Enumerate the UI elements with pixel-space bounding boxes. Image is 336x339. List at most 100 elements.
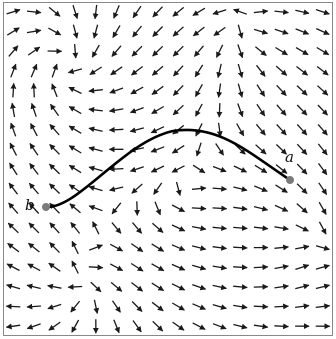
field-arrow xyxy=(171,165,185,173)
field-arrow xyxy=(237,63,244,79)
field-arrow xyxy=(47,303,62,310)
field-arrow xyxy=(152,320,164,332)
field-arrow xyxy=(70,222,81,234)
vector-field-diagram xyxy=(5,4,331,334)
field-arrow xyxy=(275,164,288,174)
field-arrow xyxy=(111,222,122,234)
field-arrow xyxy=(256,84,266,97)
field-arrow xyxy=(296,124,308,136)
field-arrow xyxy=(113,5,120,19)
field-arrow xyxy=(48,27,62,36)
field-arrow xyxy=(172,26,184,37)
field-arrow xyxy=(71,319,80,333)
field-arrow xyxy=(295,9,310,16)
field-arrow xyxy=(150,126,165,134)
field-arrow xyxy=(253,264,269,271)
field-arrow xyxy=(109,263,124,272)
field-arrow xyxy=(274,303,289,310)
field-arrow xyxy=(212,244,228,251)
field-arrow xyxy=(216,63,223,79)
field-arrow xyxy=(151,282,165,292)
field-arrow xyxy=(173,65,184,77)
field-arrow xyxy=(7,242,20,253)
field-arrow xyxy=(256,103,266,117)
field-arrow xyxy=(27,263,41,272)
field-arrow xyxy=(151,301,164,312)
field-arrow xyxy=(192,322,206,330)
field-arrow xyxy=(316,28,330,35)
field-arrow xyxy=(171,263,186,271)
field-arrow xyxy=(26,9,42,15)
field-arrow xyxy=(171,204,186,213)
field-arrow xyxy=(318,201,327,215)
field-arrow xyxy=(151,263,165,272)
field-arrow xyxy=(131,301,143,312)
field-arrow xyxy=(150,165,165,173)
field-arrow xyxy=(295,283,310,290)
field-arrow xyxy=(315,263,330,270)
field-arrow xyxy=(233,303,248,310)
field-arrow xyxy=(233,205,248,212)
endpoint-b-label: b xyxy=(25,196,35,214)
field-arrow xyxy=(274,283,289,290)
field-arrow xyxy=(109,243,124,252)
field-arrow xyxy=(255,64,266,77)
field-arrow xyxy=(30,63,38,78)
field-arrow xyxy=(171,145,185,154)
field-arrow xyxy=(88,87,103,94)
field-arrow xyxy=(233,323,248,330)
field-arrow xyxy=(171,224,186,232)
field-arrow xyxy=(316,65,329,76)
field-arrow xyxy=(111,300,121,313)
field-arrow xyxy=(237,44,244,59)
field-arrow xyxy=(7,222,19,234)
field-arrow xyxy=(151,105,165,115)
path-curve xyxy=(44,128,292,209)
field-arrow xyxy=(91,44,100,58)
field-arrow xyxy=(67,68,83,75)
field-arrow xyxy=(110,281,123,292)
field-arrow xyxy=(9,142,18,156)
field-arrow xyxy=(26,28,42,35)
field-arrow xyxy=(48,262,61,272)
field-arrow xyxy=(92,221,100,235)
field-arrow xyxy=(255,123,266,136)
field-arrow xyxy=(172,104,184,116)
field-arrow xyxy=(254,185,268,193)
field-arrow xyxy=(233,8,248,15)
field-arrow xyxy=(132,25,143,38)
field-arrow xyxy=(192,303,206,310)
field-arrow xyxy=(274,244,289,251)
field-arrow xyxy=(9,162,18,176)
field-arrow xyxy=(175,181,182,196)
field-arrow xyxy=(317,104,328,116)
field-arrow xyxy=(213,26,226,37)
field-arrow xyxy=(253,303,269,310)
field-arrow xyxy=(108,107,124,114)
field-arrow xyxy=(48,6,61,17)
field-arrow xyxy=(172,321,185,331)
field-arrow xyxy=(68,86,82,95)
field-arrow xyxy=(49,242,60,254)
field-arrow xyxy=(254,164,268,174)
field-arrow xyxy=(26,283,41,290)
field-arrow xyxy=(51,83,58,98)
field-arrow xyxy=(315,283,331,290)
field-arrow xyxy=(111,45,122,57)
field-arrow xyxy=(194,64,204,78)
field-arrow xyxy=(47,283,62,290)
field-arrow xyxy=(88,185,103,192)
field-arrow xyxy=(131,183,143,194)
field-arrow xyxy=(212,9,227,16)
field-arrow xyxy=(8,202,19,215)
field-arrow xyxy=(296,65,309,76)
field-arrow xyxy=(90,281,102,293)
field-arrow xyxy=(195,142,202,157)
field-arrow xyxy=(6,263,20,272)
field-arrow xyxy=(274,323,289,330)
field-arrow xyxy=(70,300,81,313)
field-arrow xyxy=(30,82,37,98)
field-arrow xyxy=(152,26,164,37)
field-arrow xyxy=(275,46,288,56)
field-arrow xyxy=(212,185,228,192)
